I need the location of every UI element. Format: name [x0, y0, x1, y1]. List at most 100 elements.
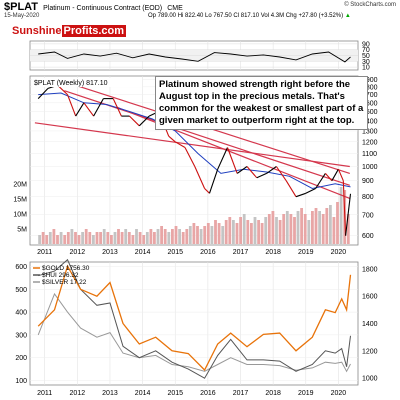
- price-trendline: [34, 122, 350, 168]
- volume-bar: [336, 202, 339, 244]
- volume-bar: [314, 208, 318, 244]
- change-up-icon: ▲: [344, 13, 351, 19]
- metals-right-tick-label: 1800: [362, 266, 378, 273]
- volume-bar: [174, 226, 178, 244]
- price-series-segment: [129, 115, 140, 127]
- volume-bar: [135, 229, 138, 244]
- volume-bar: [300, 208, 303, 244]
- volume-bar: [203, 226, 207, 244]
- chart-symbol: $PLAT Platinum - Continuous Contract (EO…: [4, 1, 183, 13]
- volume-bar: [339, 187, 343, 244]
- volume-bar: [214, 220, 217, 244]
- price-series-segment: [295, 192, 306, 198]
- price-tick-label: 700: [362, 212, 374, 219]
- price-series-segment: [93, 98, 104, 117]
- metals-left-tick-label: 200: [15, 355, 27, 362]
- metals-right-tick-label: 1600: [362, 294, 378, 301]
- volume-tick-label: 10M: [13, 212, 27, 219]
- volume-bar: [142, 235, 146, 244]
- price-x-tick-label: 2019: [298, 249, 314, 256]
- volume-bar: [235, 223, 239, 244]
- volume-bar: [45, 235, 49, 244]
- volume-bar: [185, 229, 189, 244]
- volume-bar: [257, 220, 260, 244]
- price-series-segment: [305, 188, 316, 194]
- volume-bar: [224, 220, 228, 244]
- metals-x-tick-label: 2015: [167, 390, 183, 397]
- metals-x-tick-label: 2012: [70, 390, 86, 397]
- price-series-segment: [37, 88, 49, 99]
- price-x-tick-label: 2017: [233, 249, 249, 256]
- volume-bar: [70, 229, 74, 244]
- volume-bar: [217, 223, 221, 244]
- volume-bar: [131, 235, 135, 244]
- volume-bar: [239, 217, 242, 244]
- volume-bar: [275, 217, 278, 244]
- volume-bar: [307, 220, 311, 244]
- price-tick-label: 1400: [362, 118, 378, 125]
- rsi-tick-label: 50: [362, 53, 370, 60]
- volume-bar: [192, 223, 196, 244]
- volume-tick-label: 15M: [13, 197, 27, 204]
- volume-tick-label: 20M: [13, 182, 27, 189]
- volume-bar: [242, 214, 246, 244]
- volume-bar: [329, 205, 332, 244]
- price-series-segment: [208, 169, 219, 194]
- volume-bar: [221, 226, 225, 244]
- volume-bar: [285, 211, 289, 244]
- volume-bar: [246, 220, 250, 244]
- price-tick-label: 800: [362, 194, 374, 201]
- price-tick-label: 1100: [362, 151, 377, 158]
- exchange-label: CME: [167, 5, 183, 12]
- hui-series-line: [38, 258, 351, 379]
- metals-panel: [29, 261, 359, 386]
- volume-bar: [163, 229, 167, 244]
- price-tick-label: 1200: [362, 139, 378, 146]
- metals-left-tick-label: 400: [15, 310, 27, 317]
- volume-bar: [38, 235, 41, 244]
- annotation-box: Platinum showed strength right before th…: [155, 76, 368, 130]
- price-x-tick-label: 2018: [265, 249, 281, 256]
- price-series-segment: [83, 102, 95, 117]
- volume-bar: [228, 217, 232, 244]
- price-series-segment: [174, 141, 186, 148]
- price-series-segment: [342, 180, 347, 236]
- price-series-segment: [194, 166, 206, 189]
- volume-bar: [178, 229, 181, 244]
- volume-bar: [88, 232, 92, 244]
- volume-bar: [210, 226, 214, 244]
- volume-bar: [41, 232, 45, 244]
- price-series-segment: [345, 193, 352, 236]
- volume-bar: [206, 223, 210, 244]
- volume-bar: [332, 217, 336, 244]
- volume-bar: [321, 214, 325, 244]
- price-title-bg: [32, 78, 142, 87]
- volume-bar: [99, 232, 102, 244]
- price-tick-label: 1900: [362, 77, 378, 84]
- price-tick-label: 1000: [362, 164, 378, 171]
- volume-bar: [92, 235, 95, 244]
- rsi-tick-label: 70: [362, 47, 370, 54]
- volume-bar: [199, 229, 203, 244]
- legend-silver-label: $SILVER 17.22: [42, 279, 87, 286]
- volume-bar: [63, 235, 67, 244]
- metals-x-tick-label: 2016: [200, 390, 216, 397]
- volume-bar: [138, 232, 142, 244]
- volume-bar: [145, 232, 149, 244]
- volume-bar: [253, 217, 257, 244]
- metals-x-tick-label: 2011: [37, 390, 52, 397]
- volume-bar: [120, 232, 124, 244]
- metals-right-tick-label: 1000: [362, 376, 378, 383]
- metals-x-tick-label: 2014: [135, 390, 151, 397]
- logo-part-1: Sunshine: [12, 25, 62, 37]
- volume-bar: [289, 214, 293, 244]
- price-tick-label: 1600: [362, 100, 378, 107]
- sunshine-profits-logo: Sunshine Profits.com: [12, 25, 127, 37]
- volume-bar: [149, 229, 153, 244]
- price-series-segment: [246, 166, 258, 179]
- metals-right-tick-label: 1400: [362, 321, 378, 328]
- volume-bar: [66, 232, 70, 244]
- silver-series-line: [37, 292, 351, 373]
- price-x-tick-label: 2016: [200, 249, 216, 256]
